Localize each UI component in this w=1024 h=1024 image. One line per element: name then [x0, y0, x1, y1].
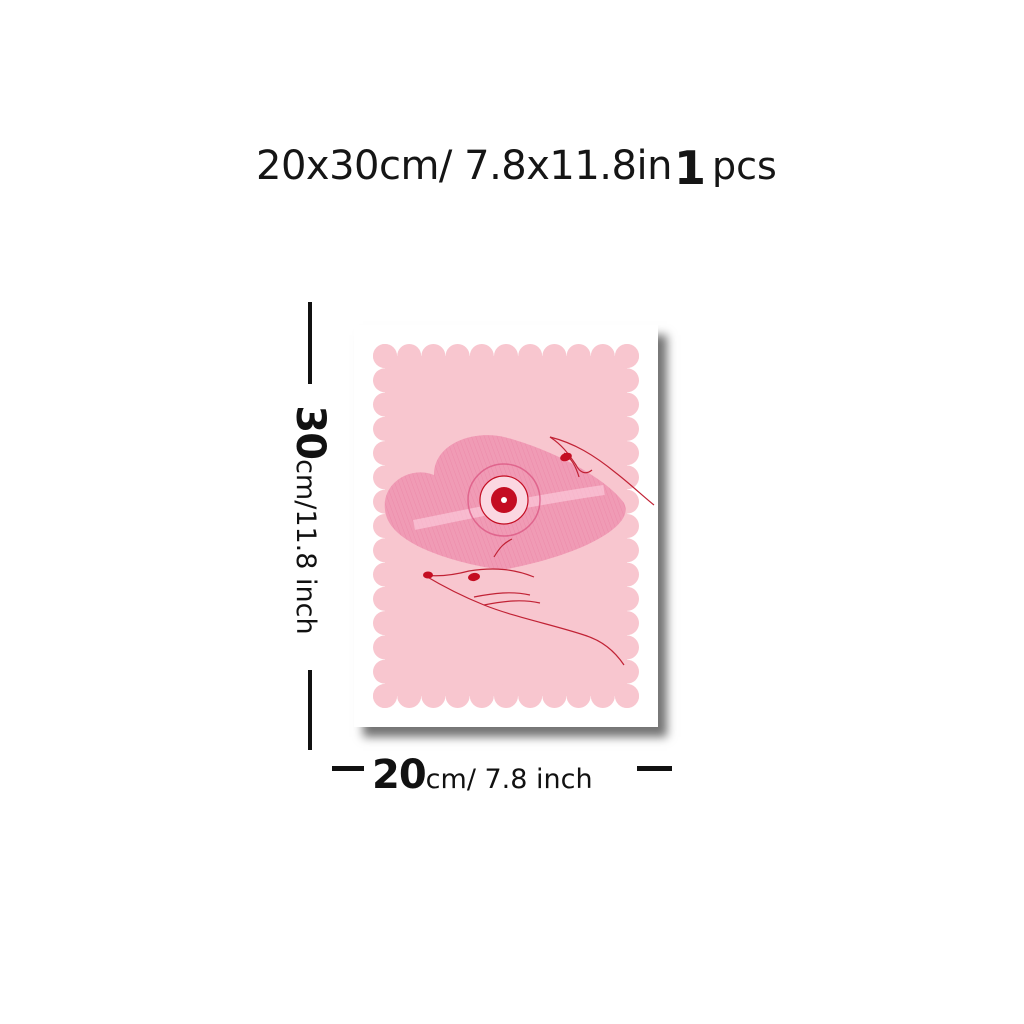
width-dimension-line-left [332, 766, 364, 771]
fingernails-icon [423, 452, 572, 582]
width-dimension-line-right [637, 766, 672, 771]
height-unit: cm/11.8 inch [290, 459, 321, 635]
quantity-number: 1 [673, 141, 706, 195]
poster-artwork [354, 325, 658, 727]
height-label: 30cm/11.8 inch [287, 340, 333, 700]
width-label: 20cm/ 7.8 inch [372, 752, 593, 798]
width-unit: cm/ 7.8 inch [425, 764, 593, 795]
quantity-unit: pcs [711, 144, 777, 188]
size-headline: 20x30cm/ 7.8x11.8in1 pcs [256, 136, 856, 196]
poster-print [354, 325, 658, 727]
height-dimension-line-bottom [308, 670, 312, 750]
hands-icon [423, 436, 655, 666]
width-number: 20 [372, 752, 427, 798]
height-number: 30 [287, 405, 333, 460]
height-dimension-line-top [308, 302, 312, 384]
size-text: 20x30cm/ 7.8x11.8in [256, 143, 672, 189]
heart-vinyl-record-icon [384, 435, 626, 570]
